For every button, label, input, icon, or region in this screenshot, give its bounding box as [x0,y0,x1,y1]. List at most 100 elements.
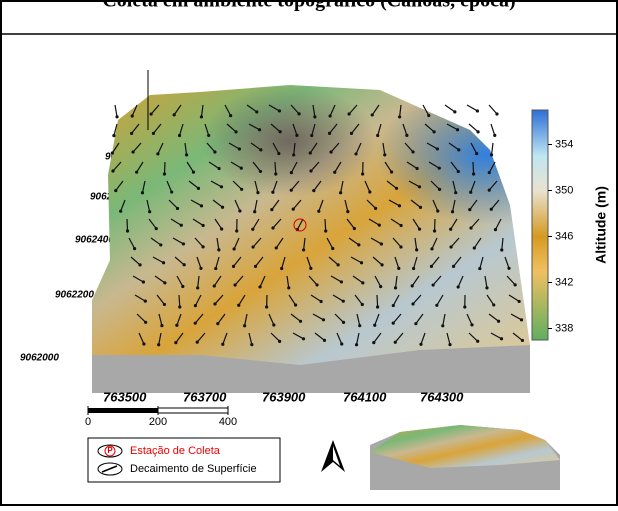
flow-vector-head [488,189,491,192]
flow-vector-head [173,113,176,116]
flow-vector-head [361,172,364,175]
flow-vector-head [317,210,320,213]
flow-vector-head [469,226,472,229]
flow-vector-head [112,134,115,137]
flow-vector-head [275,246,278,249]
flow-vector-head [142,280,145,283]
flow-vector-head [251,228,254,231]
flow-vector-head [379,285,382,288]
flow-vector-head [371,113,374,116]
flow-vector-head [470,323,473,326]
scale-label: 400 [219,416,237,428]
flow-vector-head [292,208,295,211]
flow-vector-head [148,210,151,213]
flow-vector-head [493,134,496,137]
flow-vector-head [217,248,220,251]
flow-vector-head [419,343,422,346]
flow-vector-head [368,190,371,193]
flow-vector-head [339,191,342,194]
flow-vector-head [270,208,273,211]
flow-vector-head [292,153,295,156]
flow-vector [275,162,276,174]
flow-vector-head [518,300,521,303]
title: Coleta em ambiente topográfico (Canoas, … [102,0,515,12]
flow-vector-head [453,110,456,113]
flow-vector-head [265,305,268,308]
scale-label: 0 [85,416,91,428]
flow-vector-head [360,261,363,264]
northing-label: 9062200 [55,290,94,301]
flow-vector-head [138,263,141,266]
flow-vector-head [194,322,197,325]
flow-vector-head [221,206,224,209]
flow-vector-head [202,224,205,227]
flow-vector-head [271,191,274,194]
flow-vector-head [390,170,393,173]
flow-vector-head [294,303,297,306]
flow-vector-head [144,321,147,324]
flow-vector-head [520,318,523,321]
flow-vector-head [213,150,216,153]
flow-vector [473,162,474,174]
flow-vector-head [182,242,185,245]
flow-vector-head [256,191,259,194]
flow-vector-head [436,147,439,150]
flow-vector-head [355,343,358,346]
flow-vector-head [280,267,283,270]
flow-vector-head [324,229,327,232]
flow-vector-head [419,206,422,209]
flow-vector-head [295,134,298,137]
flow-vector-head [490,153,493,156]
colorbar-tick-label: 354 [555,138,573,150]
flow-vector-head [372,341,375,344]
flow-vector-head [449,245,452,248]
flow-vector-head [274,172,277,175]
flow-vector-head [196,286,199,289]
flow-vector-head [488,171,491,174]
flow-vector-head [233,247,236,250]
flow-vector-head [240,188,243,191]
flow-vector-head [456,128,459,131]
flow-vector-head [200,204,203,207]
flow-vector-head [438,188,441,191]
northing-label: 9062400 [75,235,114,246]
flow-vector-head [342,300,345,303]
flow-vector-head [457,148,460,151]
flow-vector-head [448,343,451,346]
flow-vector-head [452,265,455,268]
flow-vector-head [340,342,343,345]
flow-vector-head [199,267,202,270]
flow-vector-head [111,151,114,154]
flow-vector-head [157,343,160,346]
colorbar [532,110,548,340]
flow-vector-head [279,130,282,133]
flow-vector-head [178,134,181,137]
flow-vector-head [272,323,275,326]
flow-vector-head [329,114,332,117]
flow-vector-head [258,128,261,131]
flow-vector-head [405,134,408,137]
flow-vector-head [152,132,155,135]
flow-vector-head [435,304,438,307]
flow-vector-head [472,172,475,175]
flow-vector-head [237,304,240,307]
flow-vector-head [451,210,454,213]
flow-vector-head [494,228,497,231]
flow-vector-head [196,341,199,344]
flow-vector [179,295,180,307]
flow-vector-head [322,318,325,321]
flow-vector-head [144,300,147,303]
flow-vector-head [214,267,217,270]
flow-vector-head [312,189,315,192]
flow-vector-head [252,245,255,248]
flow-vector-head [436,209,439,212]
flow-vector-head [181,285,184,288]
flow-vector-head [220,185,223,188]
flow-vector-head [374,207,377,210]
flow-vector-head [433,130,436,133]
flow-vector-head [235,229,238,232]
flow-vector-head [333,171,336,174]
easting-label: 764300 [420,389,464,404]
flow-vector-head [170,190,173,193]
flow-vector-head [119,210,122,213]
